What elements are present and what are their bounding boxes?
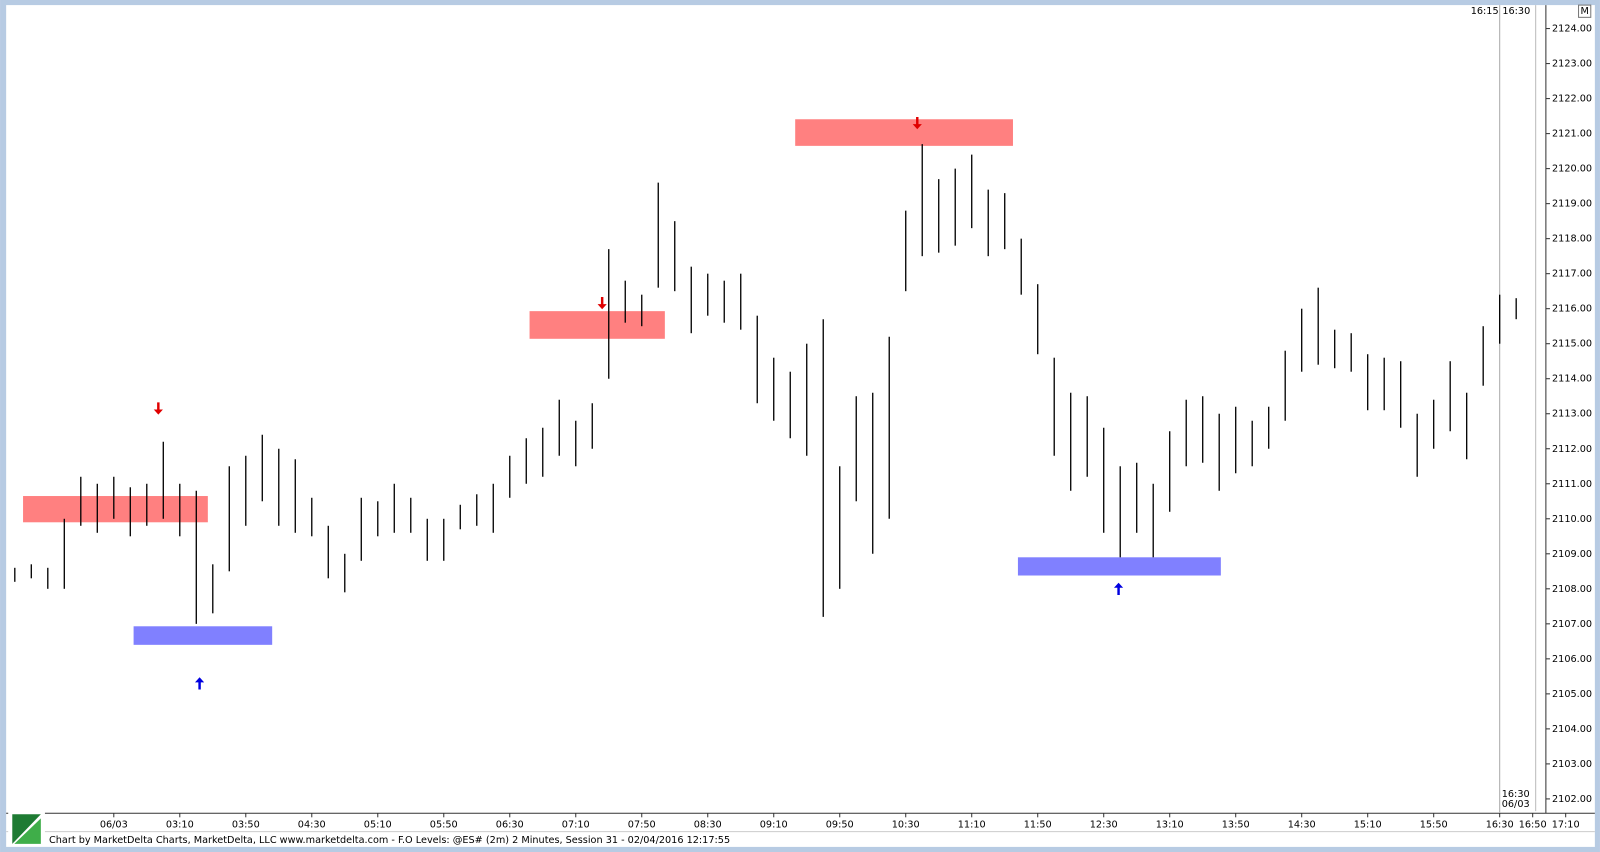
y-tick-label: 2105.00: [1552, 689, 1592, 700]
x-tick-label: 09:10: [760, 819, 788, 830]
session-label: 16:30: [1502, 789, 1530, 800]
y-tick-label: 2108.00: [1552, 584, 1592, 595]
corner-label[interactable]: M: [1580, 6, 1588, 17]
x-tick-label: 09:50: [826, 819, 854, 830]
x-tick-label: 16:50: [1519, 819, 1547, 830]
x-tick-label: 16:30: [1486, 819, 1514, 830]
y-tick-label: 2103.00: [1552, 759, 1592, 770]
level-zone: [23, 496, 208, 523]
x-tick-label: 03:50: [232, 819, 260, 830]
level-zone: [795, 119, 1013, 146]
y-tick-label: 2124.00: [1552, 24, 1592, 35]
y-tick-label: 2106.00: [1552, 654, 1592, 665]
corner-button[interactable]: [1578, 4, 1592, 18]
x-tick-label: 14:30: [1288, 819, 1316, 830]
y-tick-label: 2115.00: [1552, 339, 1592, 350]
x-tick-label: 08:30: [694, 819, 722, 830]
y-tick-label: 2102.00: [1552, 794, 1592, 805]
y-tick-label: 2111.00: [1552, 479, 1592, 490]
x-tick-label: 15:50: [1420, 819, 1448, 830]
x-tick-label: 13:10: [1156, 819, 1184, 830]
y-tick-label: 2109.00: [1552, 549, 1592, 560]
x-tick-label: 17:10: [1552, 819, 1580, 830]
y-tick-label: 2117.00: [1552, 269, 1592, 280]
y-tick-label: 2112.00: [1552, 444, 1592, 455]
level-zone: [133, 626, 273, 645]
y-tick-label: 2116.00: [1552, 304, 1592, 315]
x-tick-label: 11:50: [1024, 819, 1052, 830]
session-label: 06/03: [1502, 799, 1530, 810]
x-tick-label: 13:50: [1222, 819, 1250, 830]
y-tick-label: 2123.00: [1552, 59, 1592, 70]
y-tick-label: 2119.00: [1552, 199, 1592, 210]
x-tick-label: 15:10: [1354, 819, 1382, 830]
y-tick-label: 2107.00: [1552, 619, 1592, 630]
top-label: 16:15: [1471, 6, 1499, 17]
x-tick-label: 07:10: [562, 819, 590, 830]
signal-arrow: [912, 116, 922, 130]
signal-arrow: [597, 296, 607, 310]
footer: Chart by MarketDelta Charts, MarketDelta…: [49, 835, 730, 846]
x-tick-label: 04:30: [298, 819, 326, 830]
y-tick-label: 2120.00: [1552, 164, 1592, 175]
x-tick-label: 06/03: [100, 819, 128, 830]
y-tick-label: 2114.00: [1552, 374, 1592, 385]
y-tick-label: 2118.00: [1552, 234, 1592, 245]
x-tick-label: 03:10: [166, 819, 194, 830]
signal-arrow: [153, 402, 163, 415]
y-tick-label: 2113.00: [1552, 409, 1592, 420]
signal-arrow: [1113, 582, 1124, 595]
x-tick-label: 05:10: [364, 819, 392, 830]
y-tick-label: 2121.00: [1552, 129, 1592, 140]
signal-arrow: [194, 677, 205, 690]
x-tick-label: 07:50: [628, 819, 656, 830]
y-tick-label: 2122.00: [1552, 94, 1592, 105]
y-tick-label: 2110.00: [1552, 514, 1592, 525]
x-tick-label: 10:30: [892, 819, 920, 830]
x-tick-label: 11:10: [958, 819, 986, 830]
y-tick-label: 2104.00: [1552, 724, 1592, 735]
top-label: 16:30: [1502, 6, 1530, 17]
x-tick-label: 12:30: [1090, 819, 1118, 830]
level-zone: [1017, 557, 1221, 576]
x-tick-label: 06:30: [496, 819, 524, 830]
x-tick-label: 05:50: [430, 819, 458, 830]
level-zone: [529, 311, 665, 339]
